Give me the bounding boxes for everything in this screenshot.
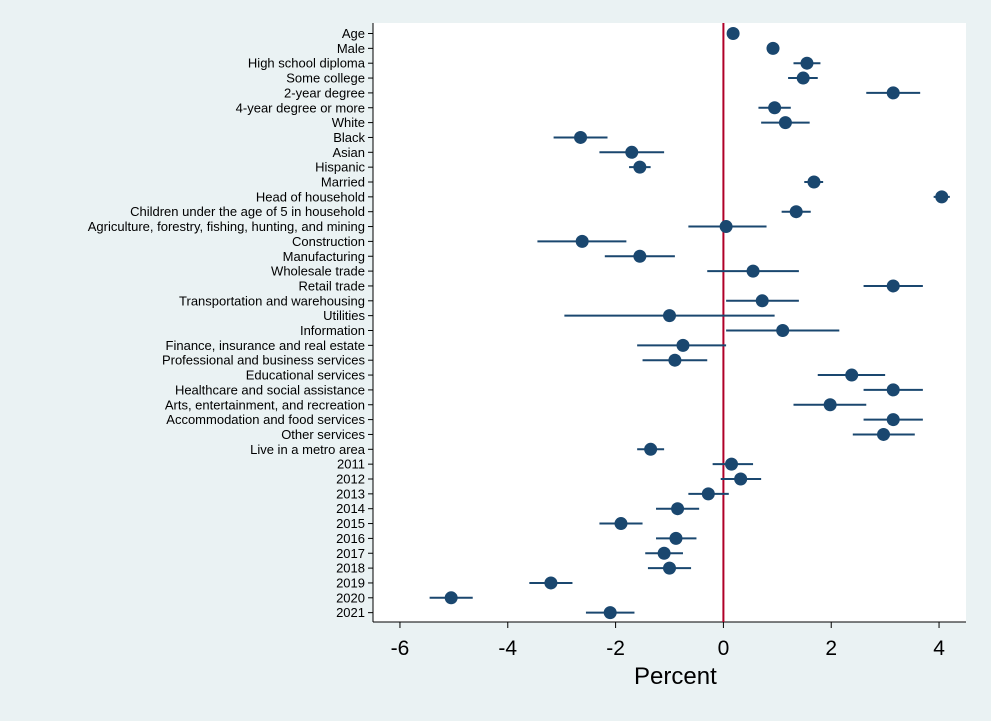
point-estimate	[668, 353, 682, 367]
point-estimate	[726, 27, 740, 40]
x-tick-label: 2	[825, 637, 837, 660]
category-label: Healthcare and social assistance	[175, 382, 365, 397]
point-estimate	[935, 190, 949, 204]
category-label: Finance, insurance and real estate	[166, 338, 365, 353]
plot-area	[373, 23, 966, 622]
point-estimate	[746, 264, 760, 278]
point-estimate	[789, 205, 803, 219]
point-estimate	[845, 368, 859, 382]
x-tick-label: 0	[718, 637, 730, 660]
point-estimate	[807, 175, 821, 189]
category-label: 2018	[336, 561, 365, 576]
x-tick-label: -4	[498, 637, 517, 660]
point-estimate	[575, 234, 589, 248]
point-estimate	[614, 517, 628, 531]
category-label: Some college	[286, 71, 365, 86]
point-estimate	[676, 338, 690, 352]
point-estimate	[625, 145, 639, 159]
point-estimate	[574, 130, 588, 144]
category-label: 2014	[336, 501, 365, 516]
category-label: Black	[333, 130, 365, 145]
category-label: 2016	[336, 531, 365, 546]
point-estimate	[669, 531, 683, 545]
axis-lines	[368, 23, 966, 623]
category-label: High school diploma	[248, 56, 366, 71]
category-label: 4-year degree or more	[236, 100, 365, 115]
category-label: 2-year degree	[284, 85, 365, 100]
category-label: 2011	[337, 457, 365, 472]
category-label: Wholesale trade	[271, 264, 365, 279]
point-estimates	[444, 27, 949, 620]
category-label: 2020	[336, 590, 365, 605]
category-label: 2021	[336, 605, 365, 620]
point-estimate	[544, 576, 558, 590]
category-label: Asian	[332, 145, 365, 160]
category-label: Accommodation and food services	[166, 412, 365, 427]
point-estimate	[886, 383, 900, 397]
category-label: Agriculture, forestry, fishing, hunting,…	[88, 219, 365, 234]
x-axis-ticks: -6 -4 -2 0 2 4	[391, 622, 945, 660]
category-label: 2012	[336, 472, 365, 487]
category-label: Children under the age of 5 in household	[130, 204, 365, 219]
point-estimate	[724, 457, 738, 471]
point-estimate	[719, 220, 733, 234]
x-tick-label: -2	[606, 637, 625, 660]
point-estimate	[755, 294, 769, 308]
point-estimate	[776, 324, 790, 337]
category-label: Construction	[292, 234, 365, 249]
category-label: White	[332, 115, 365, 130]
category-label: Professional and business services	[162, 353, 366, 368]
point-estimate	[886, 86, 900, 100]
category-label: Information	[300, 323, 365, 338]
point-estimate	[701, 487, 715, 501]
point-estimate	[823, 398, 837, 412]
point-estimate	[766, 41, 780, 55]
category-label: Transportation and warehousing	[179, 293, 365, 308]
category-label: Arts, entertainment, and recreation	[165, 397, 365, 412]
point-estimate	[671, 502, 685, 516]
point-estimate	[800, 56, 814, 70]
point-estimate	[444, 591, 458, 605]
category-label: Age	[342, 26, 365, 41]
category-label: Male	[337, 41, 365, 56]
point-estimate	[768, 101, 782, 115]
category-label: Retail trade	[299, 278, 365, 293]
x-axis-title: Percent	[634, 663, 717, 690]
category-label: Utilities	[323, 308, 365, 323]
point-estimate	[663, 309, 676, 323]
category-label: 2015	[336, 516, 365, 531]
x-tick-label: 4	[933, 637, 945, 660]
point-estimate	[657, 546, 671, 560]
point-estimate	[886, 413, 900, 427]
category-label: Married	[321, 175, 365, 190]
point-estimate	[603, 606, 617, 620]
category-label: 2013	[336, 486, 365, 501]
point-estimate	[877, 427, 891, 441]
point-estimate	[633, 249, 647, 263]
category-label: Other services	[281, 427, 365, 442]
category-label: Educational services	[246, 368, 366, 383]
point-estimate	[734, 472, 748, 486]
point-estimate	[633, 160, 647, 174]
point-estimate	[886, 279, 900, 293]
point-estimate	[778, 116, 792, 130]
category-label: 2017	[336, 546, 365, 561]
category-label: Live in a metro area	[250, 442, 366, 457]
category-label: Manufacturing	[283, 249, 365, 264]
point-estimate	[663, 561, 676, 575]
x-tick-label: -6	[391, 637, 410, 660]
category-label: Hispanic	[315, 160, 365, 175]
point-estimate	[644, 442, 658, 456]
category-label: 2019	[336, 575, 365, 590]
category-label: Head of household	[256, 189, 365, 204]
point-estimate	[796, 71, 810, 85]
